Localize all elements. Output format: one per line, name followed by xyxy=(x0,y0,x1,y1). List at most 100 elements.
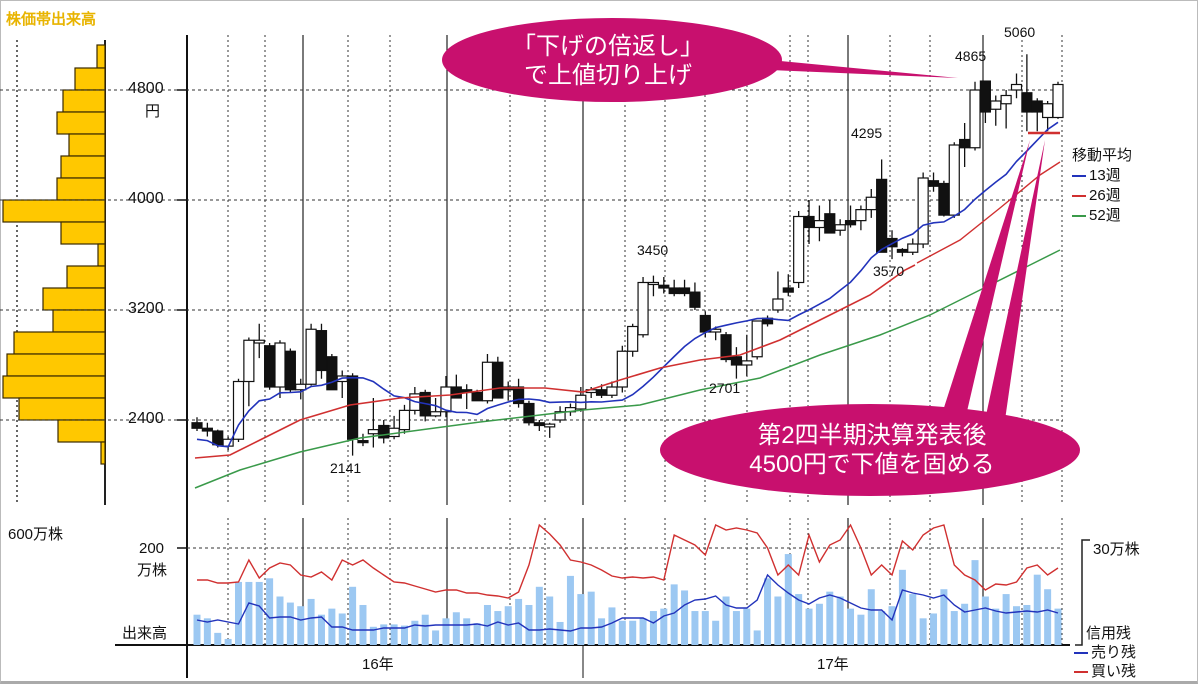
volume-bar xyxy=(1023,604,1031,645)
volume-bar xyxy=(1002,594,1010,645)
ma-legend-title: 移動平均 xyxy=(1072,147,1133,164)
volume-bar xyxy=(857,614,865,645)
volume-bar xyxy=(359,604,367,645)
volume-bar xyxy=(276,596,284,645)
volume-bar xyxy=(566,575,574,645)
ma-legend-26: 26週 xyxy=(1072,186,1132,206)
volume-bar xyxy=(660,608,668,645)
volume-bar xyxy=(494,611,502,645)
price-tick-label: 4800 xyxy=(128,80,164,97)
volume-bar xyxy=(266,578,274,645)
callout-top: 「下げの倍返し」 で上値切り上げ xyxy=(448,32,768,90)
volume-bar xyxy=(940,589,948,645)
volume-bar xyxy=(701,611,709,645)
candle-body xyxy=(1010,83,1023,91)
histogram-bar xyxy=(97,243,106,267)
x-label-2016: 16年 xyxy=(362,656,394,673)
callout-bottom-pointer-2 xyxy=(985,140,1045,420)
callout-bottom: 第2四半期決算発表後 4500円で下値を固める xyxy=(664,421,1080,479)
volume-bar xyxy=(515,598,523,645)
candle-body xyxy=(471,391,483,402)
candle-body xyxy=(512,386,525,405)
price-annotation: 3570 xyxy=(873,263,905,279)
volume-bar xyxy=(307,598,315,645)
candle-body xyxy=(544,423,556,428)
histogram-bar xyxy=(68,133,106,157)
buy-swatch xyxy=(1074,670,1088,673)
candle-body xyxy=(212,430,224,446)
ma-legend-13: 13週 xyxy=(1072,166,1132,186)
volume-bar xyxy=(369,626,377,645)
volume-bar xyxy=(608,607,616,645)
volume-bar xyxy=(670,584,678,645)
ma26-label: 26週 xyxy=(1089,187,1121,204)
volume-bar xyxy=(981,596,989,645)
candle-body xyxy=(201,427,213,432)
candle-body xyxy=(782,287,794,293)
volume-bar xyxy=(224,638,232,645)
volume-bar xyxy=(743,608,751,645)
candle-body xyxy=(554,411,566,421)
candle-body xyxy=(450,386,462,399)
volume-bar xyxy=(432,630,440,645)
histogram-scale-label: 600万株 xyxy=(8,526,64,543)
candle-body xyxy=(274,342,286,388)
price-annotation: 2141 xyxy=(330,460,362,476)
volume-bar xyxy=(878,611,886,645)
histogram-title: 株価帯出来高 xyxy=(6,11,97,28)
volume-bar xyxy=(483,604,491,645)
candle-body xyxy=(627,325,639,352)
candle-body xyxy=(844,220,857,226)
histogram-bar xyxy=(56,177,106,201)
callout-top-line2: で上値切り上げ xyxy=(524,62,692,89)
volume-bar xyxy=(525,604,533,645)
ma26-line xyxy=(194,264,916,459)
candle-body xyxy=(284,350,296,391)
price-annotation: 5060 xyxy=(1004,24,1036,40)
volume-tick-unit: 万株 xyxy=(137,562,168,579)
histogram-bar xyxy=(18,397,106,421)
price-annotation: 4295 xyxy=(851,125,883,141)
volume-bar xyxy=(400,625,408,645)
candle-body xyxy=(1000,94,1012,105)
candle-body xyxy=(689,291,701,308)
candle-body xyxy=(730,356,743,366)
volume-bar xyxy=(556,621,564,645)
buy-label: 買い残 xyxy=(1091,663,1137,680)
price-tick-label: 3200 xyxy=(128,300,164,317)
candle-body xyxy=(1021,92,1033,113)
histogram-bar xyxy=(62,89,106,113)
candle-body xyxy=(191,422,203,429)
volume-bar xyxy=(629,620,637,645)
candle-body xyxy=(772,298,784,311)
volume-bar xyxy=(535,586,543,645)
candle-body xyxy=(907,243,919,253)
volume-bar xyxy=(649,611,657,645)
histogram-bar xyxy=(60,155,106,179)
volume-bar xyxy=(847,608,855,645)
candle-body xyxy=(523,402,535,424)
volume-bar xyxy=(618,620,626,645)
volume-bar xyxy=(888,606,896,645)
histogram-bar xyxy=(52,309,106,333)
volume-bar xyxy=(826,591,834,645)
volume-bar xyxy=(836,596,844,645)
ma13-swatch xyxy=(1072,175,1086,177)
callout-bottom-line1: 第2四半期決算発表後 xyxy=(757,422,987,449)
candle-body xyxy=(533,422,545,427)
histogram-bar xyxy=(60,221,106,245)
volume-bar xyxy=(712,620,720,645)
candle-body xyxy=(741,360,753,366)
candle-body xyxy=(367,429,379,435)
candle-body xyxy=(595,389,608,396)
volume-bar xyxy=(234,581,242,645)
volume-bar xyxy=(639,618,647,645)
candle-body xyxy=(668,287,680,295)
candle-body xyxy=(326,356,338,391)
candle-body xyxy=(1031,100,1043,113)
volume-bar xyxy=(245,581,253,645)
callout-top-pointer xyxy=(770,60,958,78)
histogram-bar xyxy=(13,331,106,355)
